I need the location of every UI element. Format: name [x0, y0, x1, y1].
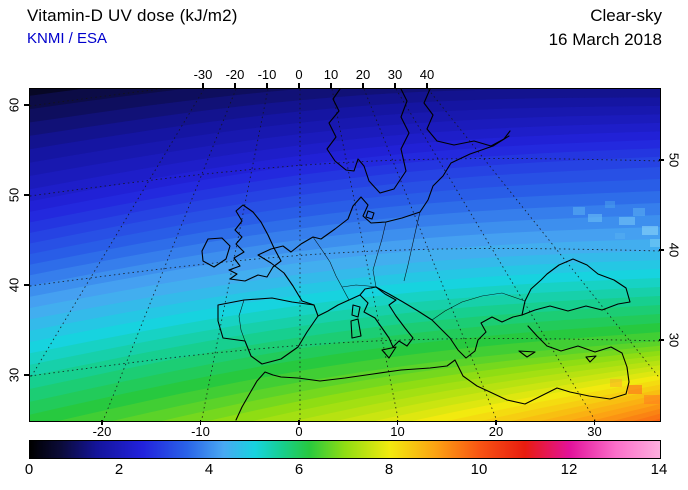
axis-tick-mark: [593, 420, 596, 425]
colorbar-tick-label: 0: [24, 461, 34, 478]
axis-tick-mark: [298, 420, 300, 425]
colorbar-tick-label: 6: [294, 461, 304, 478]
lon-tick-top: 10: [323, 67, 339, 82]
axis-tick-mark: [24, 104, 29, 106]
axis-tick-mark: [495, 420, 497, 425]
colorbar-tick-label: 14: [650, 461, 668, 478]
axis-tick-mark: [659, 339, 664, 341]
axis-tick-mark: [101, 420, 103, 425]
axis-tick-mark: [266, 83, 268, 88]
lon-tick-bottom: 0: [295, 424, 303, 439]
lon-tick-top: 0: [295, 67, 303, 82]
lon-tick-bottom: 10: [390, 424, 405, 439]
axis-tick-mark: [659, 249, 664, 251]
coastlines: [201, 89, 631, 421]
retrieval-artifacts: [573, 201, 660, 404]
colorbar-tick-label: 2: [114, 461, 124, 478]
colorbar: [29, 440, 661, 459]
axis-tick-mark: [330, 83, 332, 88]
axis-tick-mark: [24, 374, 29, 376]
axis-tick-mark: [298, 83, 300, 88]
map-plot: [29, 88, 661, 422]
colorbar-tick-label: 8: [384, 461, 394, 478]
lon-tick-bottom: 30: [587, 424, 602, 439]
colorbar-tick-label: 12: [560, 461, 578, 478]
lat-tick-right: 50: [666, 152, 682, 168]
page-title: Vitamin-D UV dose (kJ/m2): [27, 6, 238, 25]
lon-tick-top: -10: [257, 67, 277, 82]
axis-tick-mark: [24, 284, 29, 286]
axis-tick-mark: [659, 159, 664, 161]
uv-dose-field: [30, 89, 660, 421]
lon-tick-top: 20: [355, 67, 371, 82]
lat-tick-left: 60: [6, 97, 22, 113]
colorbar-tick-label: 4: [204, 461, 214, 478]
lat-tick-left: 30: [6, 367, 22, 383]
lat-tick-left: 40: [6, 277, 22, 293]
axis-tick-mark: [362, 83, 364, 88]
axis-tick-mark: [394, 83, 396, 88]
colorbar-gradient: [30, 441, 660, 458]
axis-tick-mark: [396, 420, 399, 425]
lat-tick-right: 40: [666, 242, 682, 258]
axis-tick-mark: [24, 194, 29, 196]
lon-tick-top: -20: [225, 67, 245, 82]
lon-tick-bottom: -20: [92, 424, 112, 439]
lon-tick-top: -30: [193, 67, 213, 82]
lat-tick-left: 50: [6, 187, 22, 203]
axis-tick-mark: [234, 83, 236, 88]
sky-condition-label: Clear-sky: [590, 6, 662, 25]
lon-tick-bottom: -10: [191, 424, 210, 439]
colorbar-tick-label: 10: [470, 461, 488, 478]
date-label: 16 March 2018: [548, 30, 662, 49]
provider-credit: KNMI / ESA: [27, 30, 108, 47]
lon-tick-bottom: 20: [488, 424, 504, 439]
lon-tick-top: 40: [419, 67, 435, 82]
lon-tick-top: 30: [387, 67, 403, 82]
graticule: [30, 89, 660, 421]
axis-tick-mark: [426, 83, 428, 88]
lat-tick-right: 30: [666, 332, 682, 348]
country-borders: [238, 211, 526, 342]
axis-tick-mark: [199, 420, 202, 425]
europe-uv-map: [30, 89, 660, 421]
axis-tick-mark: [202, 83, 204, 88]
